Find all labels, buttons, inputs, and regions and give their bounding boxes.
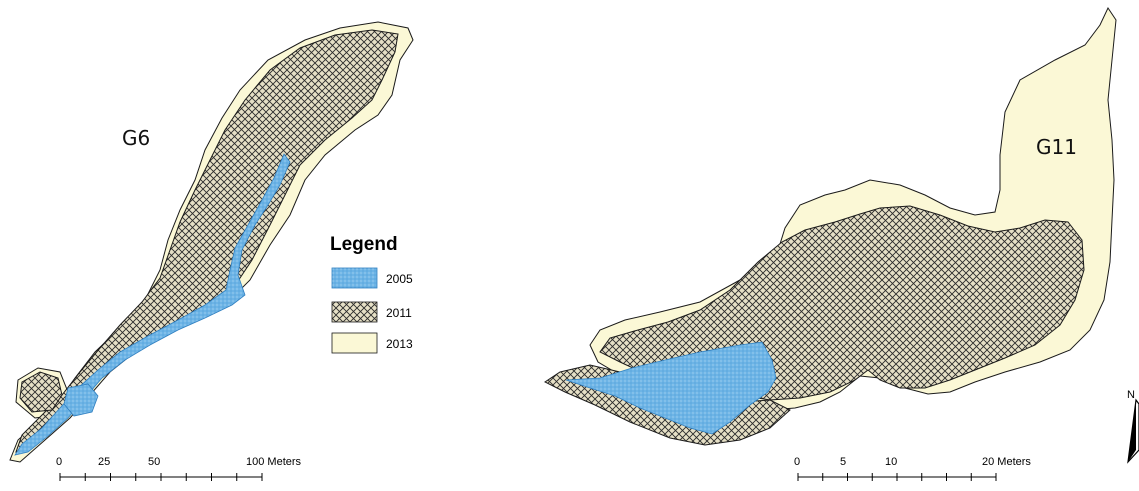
g11-scale-bar: 0 5 10 20 Meters bbox=[794, 456, 1031, 481]
legend-swatch-2011 bbox=[331, 301, 378, 323]
g6-scale-ticks bbox=[59, 473, 263, 481]
north-arrow-shade bbox=[1128, 400, 1136, 462]
g6-area-2011-lobe bbox=[19, 371, 63, 413]
g6-label: G6 bbox=[122, 126, 150, 150]
g6-water-2005 bbox=[14, 153, 291, 456]
g6-scale-bar: 0 25 50 100 Meters bbox=[56, 456, 302, 481]
g6-scale-label-25: 25 bbox=[98, 456, 110, 468]
g6-scale-label-50: 50 bbox=[148, 456, 160, 468]
g6-scale-label-0: 0 bbox=[56, 456, 62, 468]
g6-map bbox=[9, 21, 414, 463]
g6-water-2005-pool bbox=[63, 383, 99, 417]
legend-label-2005: 2005 bbox=[386, 272, 413, 286]
g6-scale-label-100: 100 Meters bbox=[246, 456, 302, 468]
legend-label-2011: 2011 bbox=[386, 306, 412, 320]
g11-water-2005 bbox=[565, 341, 777, 435]
north-arrow: N bbox=[1127, 389, 1139, 464]
g11-scale-label-5: 5 bbox=[840, 456, 846, 468]
g11-map bbox=[544, 6, 1117, 446]
legend-swatch-2005 bbox=[331, 267, 378, 289]
g11-scale-ticks bbox=[797, 473, 997, 481]
north-label: N bbox=[1127, 389, 1135, 401]
g11-scale-label-20: 20 Meters bbox=[982, 456, 1031, 468]
legend-title: Legend bbox=[330, 234, 398, 255]
legend-label-2013: 2013 bbox=[386, 337, 413, 351]
g11-label: G11 bbox=[1036, 135, 1077, 159]
legend-swatch-2013 bbox=[331, 332, 378, 354]
g11-scale-label-0: 0 bbox=[794, 456, 800, 468]
g11-scale-label-10: 10 bbox=[885, 456, 897, 468]
legend: Legend 2005 2011 2013 bbox=[330, 234, 413, 354]
